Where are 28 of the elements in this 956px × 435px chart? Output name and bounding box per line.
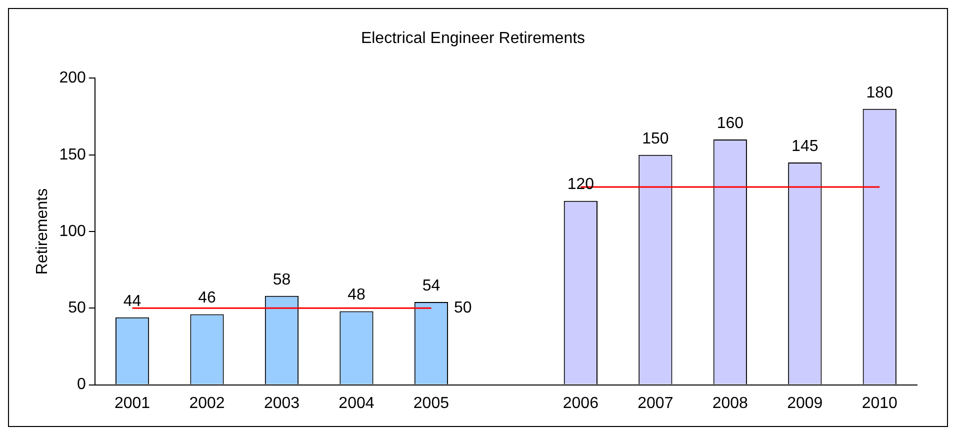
x-tick-label: 2006 xyxy=(562,394,599,412)
y-axis-title: Retirements xyxy=(34,188,52,275)
data-label: 44 xyxy=(123,292,142,310)
y-tick-label: 150 xyxy=(59,146,86,164)
data-label: 46 xyxy=(198,290,216,307)
y-tick-label: 50 xyxy=(68,300,86,317)
data-label: 58 xyxy=(272,271,291,288)
x-tick-label: 2009 xyxy=(787,394,823,412)
x-tick-label: 2004 xyxy=(338,394,374,412)
y-tick-label: 100 xyxy=(59,222,86,240)
x-tick-label: 2005 xyxy=(413,394,450,412)
data-label: 150 xyxy=(642,130,669,148)
x-tick-label: 2008 xyxy=(712,394,748,412)
data-label: 48 xyxy=(348,286,366,304)
data-label: 180 xyxy=(866,84,894,102)
x-tick-label: 2002 xyxy=(189,394,225,412)
data-label: 50 xyxy=(454,300,472,317)
data-label: 54 xyxy=(422,277,440,294)
x-tick-label: 2003 xyxy=(264,394,300,412)
y-tick-label: 200 xyxy=(59,70,86,87)
x-tick-label: 2001 xyxy=(114,394,150,412)
data-label: 160 xyxy=(716,114,744,132)
data-label: 120 xyxy=(567,176,594,194)
x-tick-label: 2007 xyxy=(638,394,674,412)
x-tick-label: 2010 xyxy=(862,394,898,412)
y-tick-label: 0 xyxy=(76,376,86,394)
chart-title: Electrical Engineer Retirements xyxy=(360,30,586,48)
data-label: 145 xyxy=(792,138,818,155)
